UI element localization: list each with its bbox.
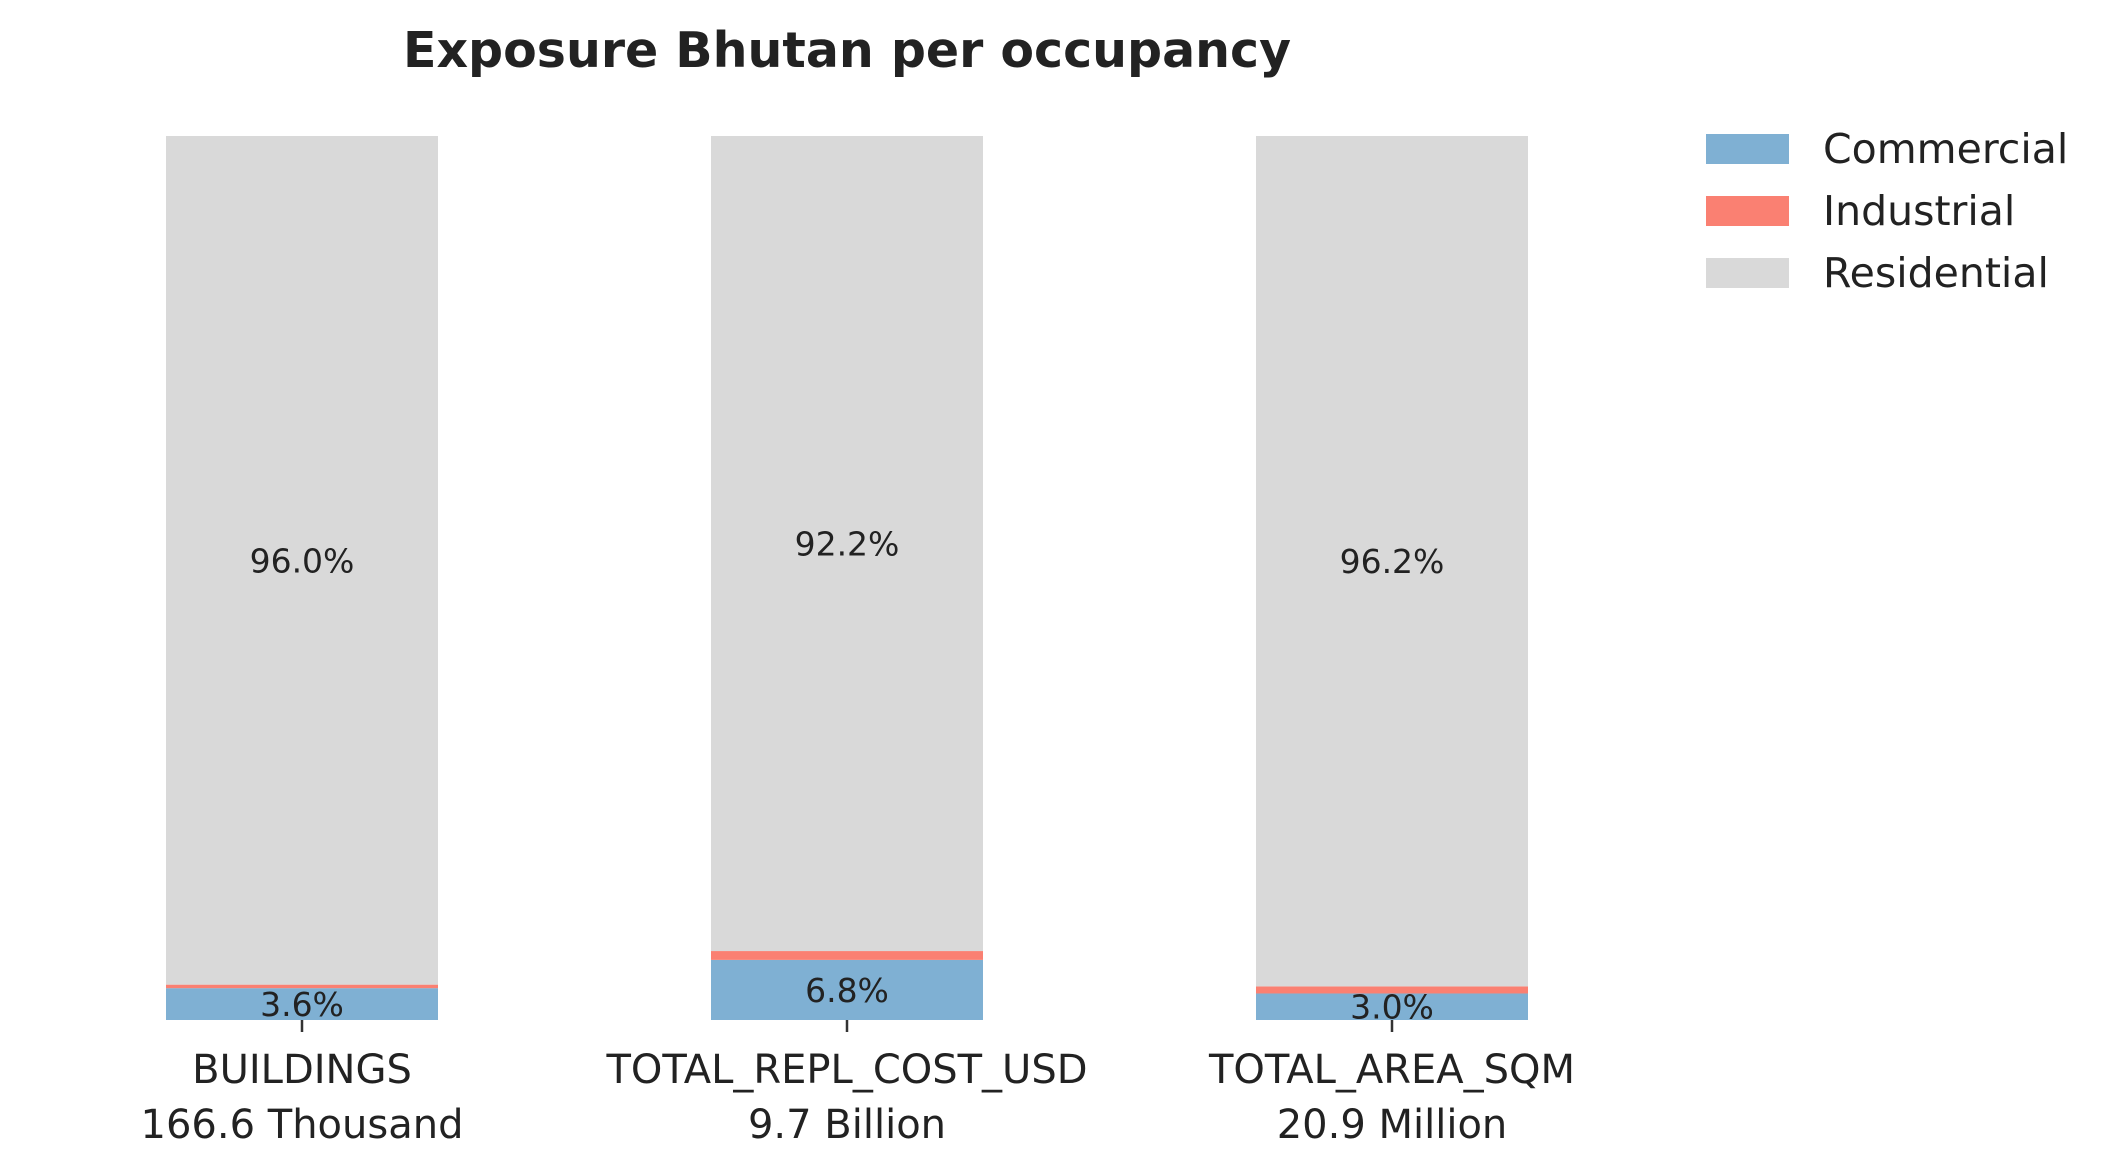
bar-segment-industrial-2 [711, 951, 983, 960]
x-axis-ticks: BUILDINGS 166.6 Thousand TOTAL_REPL_COST_U… [141, 1020, 1575, 1148]
bar-segment-residential-1 [166, 136, 438, 985]
x-tick-total-3: 20.9 Million [1277, 1102, 1508, 1148]
bar-segment-residential-2 [711, 136, 983, 952]
bar-segment-industrial-3 [1256, 986, 1528, 994]
legend-swatch-residential [1706, 258, 1789, 288]
data-label-residential-1: 96.0% [250, 541, 355, 580]
data-label-residential-2: 92.2% [795, 525, 900, 564]
x-tick-total-2: 9.7 Billion [748, 1102, 946, 1148]
x-tick-label-1: BUILDINGS [192, 1047, 412, 1093]
bars-layer [166, 136, 1528, 1020]
legend-label-industrial: Industrial [1823, 187, 2015, 235]
bar-segment-residential-3 [1256, 136, 1528, 987]
data-label-commercial-1: 3.6% [260, 985, 344, 1024]
bar-segment-industrial-1 [166, 984, 438, 989]
chart-title: Exposure Bhutan per occupancy [403, 22, 1291, 79]
data-labels-layer: 3.6%96.0%6.8%92.2%3.0%96.2% [250, 525, 1445, 1027]
bar-segment-commercial-3 [1256, 993, 1528, 1020]
bar-segment-commercial-2 [711, 959, 983, 1020]
legend-swatch-commercial [1706, 134, 1789, 164]
legend-swatch-industrial [1706, 196, 1789, 226]
x-tick-total-1: 166.6 Thousand [141, 1102, 464, 1148]
bar-segment-commercial-1 [166, 988, 438, 1020]
legend-label-commercial: Commercial [1823, 125, 2068, 173]
x-tick-label-3: TOTAL_AREA_SQM [1208, 1047, 1575, 1093]
data-label-commercial-2: 6.8% [805, 971, 889, 1010]
legend-label-residential: Residential [1823, 249, 2049, 297]
data-label-residential-3: 96.2% [1340, 542, 1445, 581]
x-tick-label-2: TOTAL_REPL_COST_USD [605, 1047, 1087, 1093]
legend: Commercial Industrial Residential [1706, 125, 2068, 297]
